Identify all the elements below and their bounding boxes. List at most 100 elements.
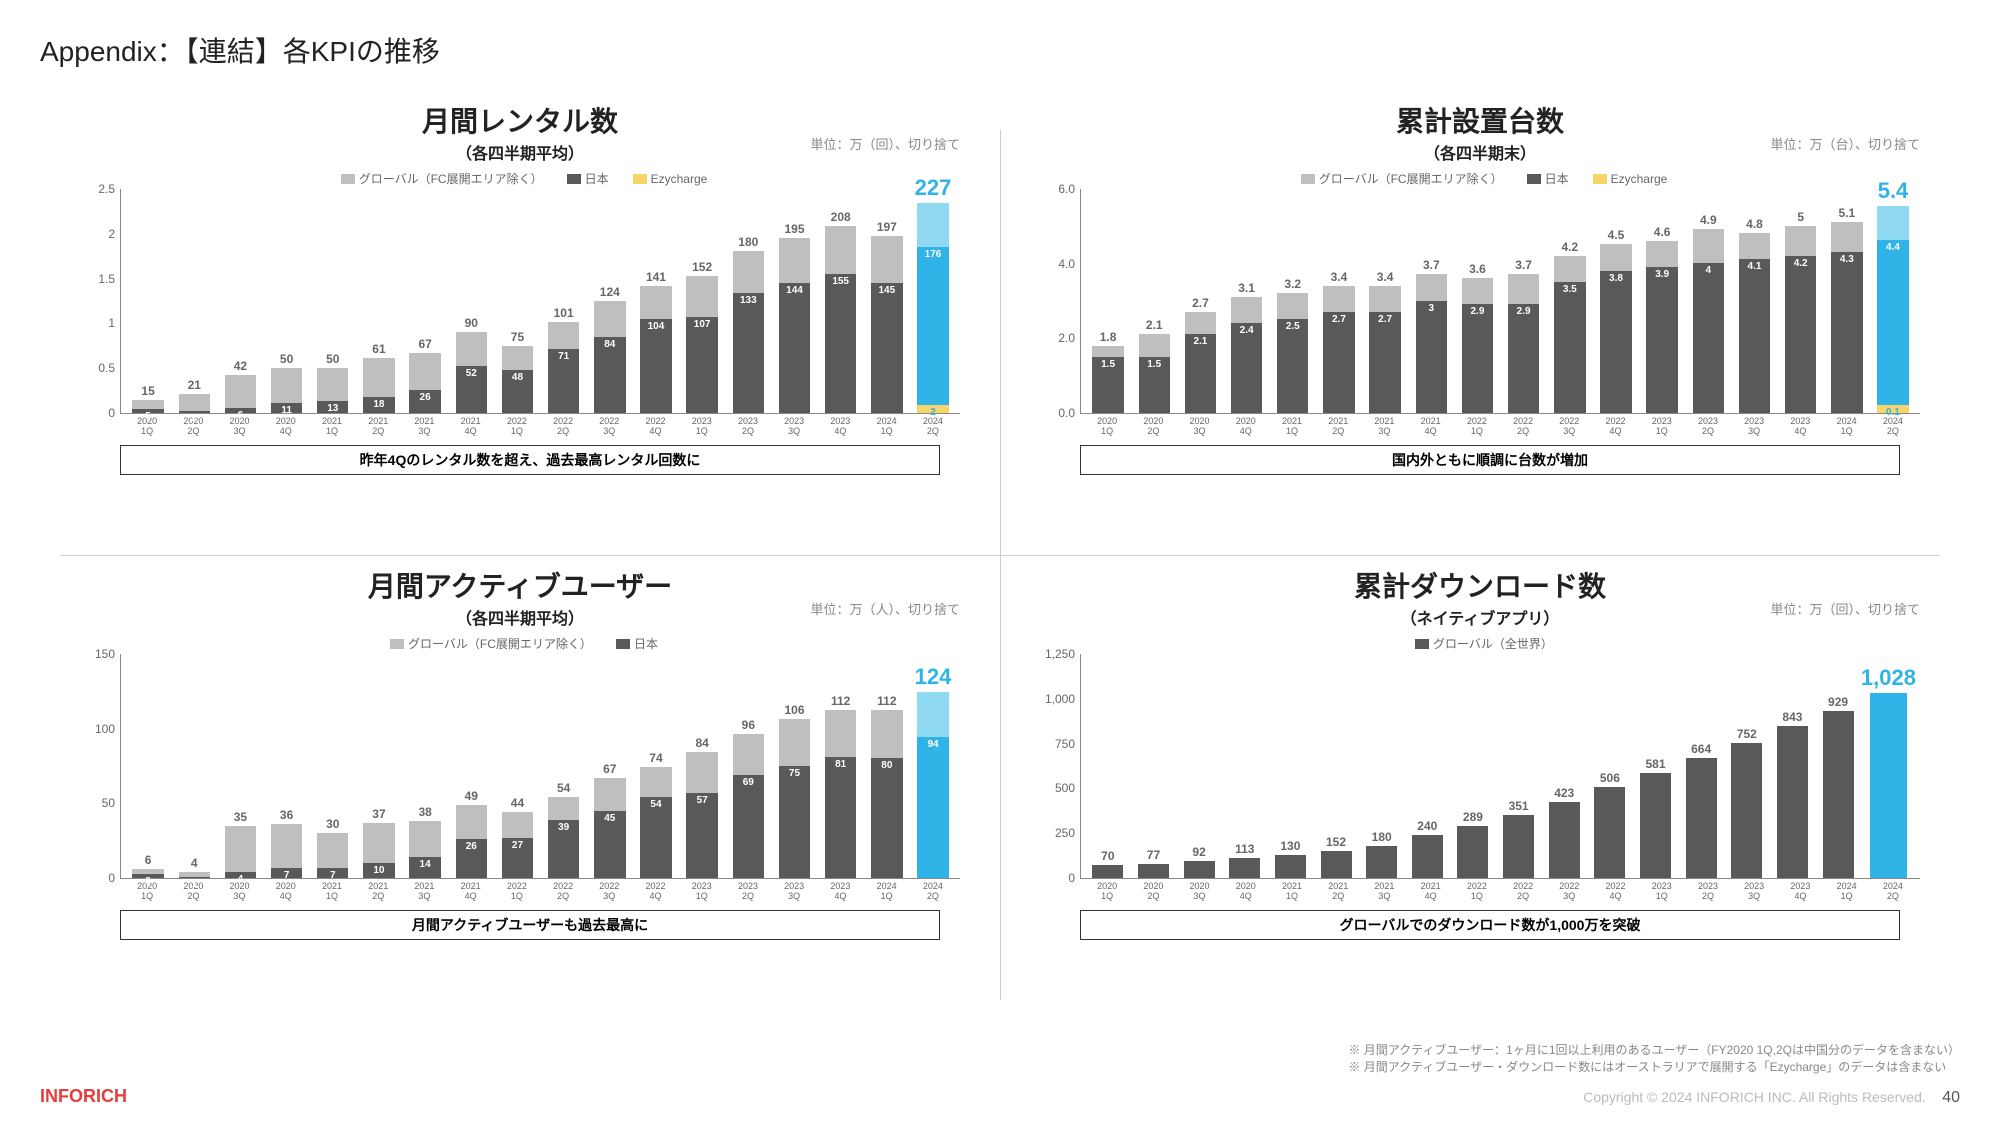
bar-total-label: 21 xyxy=(188,378,201,392)
bar-stack xyxy=(1321,851,1352,878)
bar-seg-global xyxy=(1554,256,1585,282)
bar-stack: 2.7 xyxy=(1323,286,1354,414)
bar-seg-global xyxy=(409,821,440,857)
x-label: 20214Q xyxy=(1408,879,1454,902)
bar-stack: 7 xyxy=(317,833,348,878)
y-tick: 0 xyxy=(71,406,115,420)
bar-segment xyxy=(1549,802,1580,878)
bar-seg-global xyxy=(871,710,902,758)
x-label: 20204Q xyxy=(263,414,309,437)
x-label: 20212Q xyxy=(1315,414,1361,437)
bar-total-label: 44 xyxy=(511,796,524,810)
bar-total-label: 152 xyxy=(1326,835,1346,849)
bar-stack: 3.5 xyxy=(1554,256,1585,414)
x-label: 20232Q xyxy=(1685,879,1731,902)
bar-segment xyxy=(1686,758,1717,878)
bar-total-label: 141 xyxy=(646,270,666,284)
page-title: Appendix：【連結】各KPIの推移 xyxy=(40,30,1960,70)
chart-caption: グローバルでのダウンロード数が1,000万を突破 xyxy=(1080,910,1900,940)
bar-seg-global xyxy=(1369,286,1400,312)
bar-total-label: 3.7 xyxy=(1423,258,1440,272)
legend-swatch xyxy=(1415,639,1429,649)
bar-seg-japan: 6 xyxy=(225,408,256,413)
x-label: 20241Q xyxy=(1824,414,1870,437)
bar-segment xyxy=(1412,835,1443,878)
panel-mau: 月間アクティブユーザー（各四半期平均）単位：万（人）、切り捨てグローバル（FC展… xyxy=(40,555,1000,1020)
bar-column: 4.23.5 xyxy=(1547,189,1593,413)
x-label: 20232Q xyxy=(725,879,771,902)
bar-total-label: 36 xyxy=(280,808,293,822)
bar-column: 3.73 xyxy=(1408,189,1454,413)
bar-seg-japan: 3.8 xyxy=(1600,271,1631,414)
bar-total-label: 112 xyxy=(877,694,896,708)
bar-seg-global xyxy=(132,869,163,874)
bar-stack: 3.9 xyxy=(1646,241,1677,414)
bar-stack: 2 xyxy=(179,394,210,413)
bar-seg-japan: 4.4 xyxy=(1877,240,1908,405)
y-tick: 1.5 xyxy=(71,272,115,286)
bar-seg-global xyxy=(456,805,487,840)
bar-seg-global xyxy=(871,236,902,283)
bar-stack xyxy=(1870,693,1907,878)
bar-seg-japan: 145 xyxy=(871,283,902,414)
bar-seg-global xyxy=(1139,334,1170,357)
bar-segment xyxy=(1229,858,1260,878)
x-label: 20232Q xyxy=(1685,414,1731,437)
x-label: 20214Q xyxy=(1408,414,1454,437)
x-label: 20203Q xyxy=(1176,879,1222,902)
bar-column: 5439 xyxy=(541,654,587,878)
bar-seg-global xyxy=(1646,241,1677,267)
bar-column: 4.53.8 xyxy=(1593,189,1639,413)
bar-seg-global xyxy=(917,203,948,247)
bar-seg-japan: 2.9 xyxy=(1508,304,1539,413)
bar-total-label: 2.1 xyxy=(1146,318,1163,332)
chart-legend: グローバル（FC展開エリア除く）日本Ezycharge xyxy=(60,170,980,187)
bar-total-label: 581 xyxy=(1645,757,1665,771)
x-label: 20233Q xyxy=(1731,414,1777,437)
bar-segment xyxy=(1503,815,1534,878)
bar-segment xyxy=(1138,864,1169,878)
bar-seg-japan: 10 xyxy=(363,863,394,878)
x-label: 20212Q xyxy=(1315,879,1361,902)
y-tick: 1 xyxy=(71,316,115,330)
bar-seg-global xyxy=(317,833,348,868)
bar-seg-japan: 48 xyxy=(502,370,533,413)
bar-column: 5.14.3 xyxy=(1824,189,1870,413)
bar-total-label: 2.7 xyxy=(1192,296,1209,310)
bar-segment xyxy=(1823,711,1854,878)
x-label: 20221Q xyxy=(1454,414,1500,437)
bar-column: 5011 xyxy=(264,189,310,413)
bar-column: 212 xyxy=(171,189,217,413)
bar-seg-japan: 1.5 xyxy=(1139,357,1170,413)
bar-total-label: 506 xyxy=(1600,771,1620,785)
y-tick: 6.0 xyxy=(1031,182,1075,196)
bar-stack: 155 xyxy=(825,226,856,413)
bar-column: 4.84.1 xyxy=(1731,189,1777,413)
x-label: 20234Q xyxy=(1777,879,1823,902)
bar-seg-japan: 4 xyxy=(225,872,256,878)
bar-stack: 27 xyxy=(502,812,533,878)
bar-total-label: 4.6 xyxy=(1654,225,1671,239)
x-label: 20201Q xyxy=(1084,879,1130,902)
bar-total-label: 75 xyxy=(511,330,524,344)
bar-seg-global xyxy=(1785,226,1816,256)
bar-total-label: 3.2 xyxy=(1284,277,1301,291)
x-label: 20241Q xyxy=(1824,879,1870,902)
bar-stack: 69 xyxy=(733,734,764,878)
bar-total-label: 843 xyxy=(1782,710,1802,724)
x-label: 20204Q xyxy=(263,879,309,902)
bar-column: 581 xyxy=(1633,654,1679,878)
bar-column: 75 48 xyxy=(494,189,540,413)
bar-total-label: 1.8 xyxy=(1100,330,1117,344)
bar-column: 4.94 xyxy=(1685,189,1731,413)
bar-seg-japan: 80 xyxy=(871,758,902,878)
footnote-2: ※ 月間アクティブユーザー・ダウンロード数にはオーストラリアで展開する「Ezyc… xyxy=(1348,1058,1960,1075)
chart-caption: 月間アクティブユーザーも過去最高に xyxy=(120,910,940,940)
bar-seg-global xyxy=(225,375,256,407)
bar-seg-global xyxy=(502,812,533,838)
bar-column: 6745 xyxy=(587,654,633,878)
bar-column: 12484 xyxy=(587,189,633,413)
bar-seg-japan: 13 xyxy=(317,401,348,413)
bar-seg-japan: 144 xyxy=(779,283,810,413)
x-label: 20222Q xyxy=(540,879,586,902)
